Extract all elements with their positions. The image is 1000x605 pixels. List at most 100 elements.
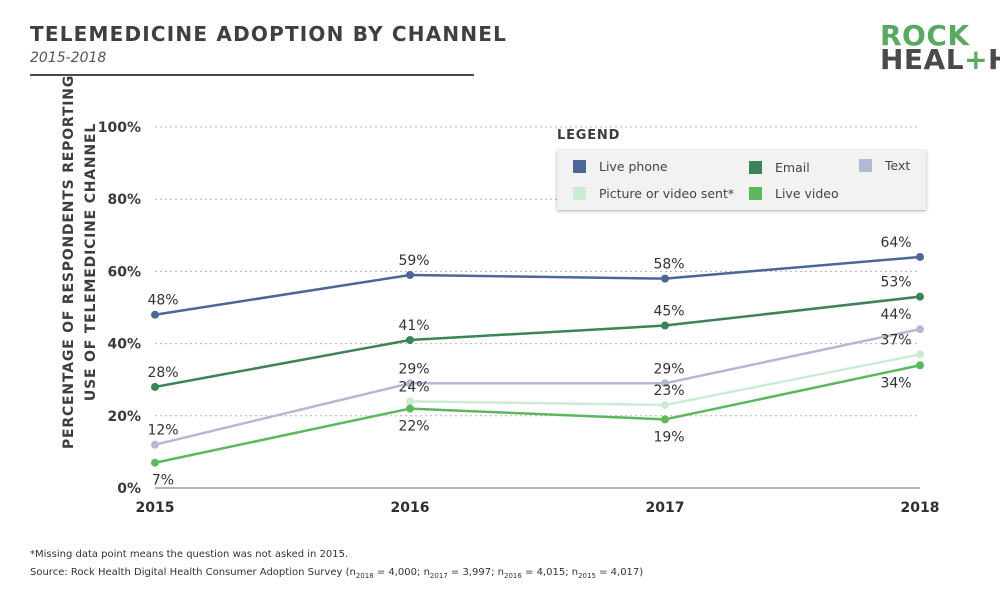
logo-text-a: HEAL — [880, 43, 965, 76]
y-tick-label: 20% — [107, 409, 141, 425]
point-live-phone — [406, 271, 414, 280]
grid-layer — [155, 126, 920, 489]
legend-title: LEGEND — [557, 128, 621, 143]
legend-item-live-phone: Live phone — [573, 159, 668, 174]
data-label-live-phone: 48% — [147, 293, 178, 309]
y-tick-label: 60% — [107, 264, 141, 280]
point-email — [151, 382, 159, 391]
data-label-picture-or-video-sent: 24% — [398, 379, 429, 395]
data-label-live-video: 34% — [880, 375, 911, 391]
logo-text-b: H — [988, 43, 1000, 76]
source-year-2018: 2018 — [355, 572, 374, 580]
source-n: n — [571, 567, 579, 578]
point-email — [661, 321, 669, 330]
logo-plus-icon: + — [964, 43, 989, 76]
y-tick-label: 100% — [98, 120, 141, 136]
series-line-live-video — [154, 364, 921, 464]
data-label-live-phone: 58% — [653, 257, 684, 273]
y-tick-layer: 0% 20% 40% 60% 80% 100% — [98, 120, 141, 497]
legend-label-picture-or-video: Picture or video sent* — [599, 186, 735, 201]
series-line-text — [154, 327, 921, 446]
data-label-live-video: 22% — [398, 419, 429, 435]
data-label-text: 29% — [653, 361, 684, 377]
source-year-2016: 2016 — [504, 572, 522, 580]
point-picture-or-video-sent — [406, 397, 414, 406]
series-layer — [151, 252, 924, 467]
data-label-live-video: 19% — [653, 429, 684, 445]
point-live-video — [406, 404, 414, 413]
x-tick-label: 2016 — [391, 500, 430, 516]
point-live-video — [661, 415, 669, 424]
data-label-email: 28% — [147, 365, 178, 381]
point-text — [151, 440, 159, 449]
source-n: n — [497, 567, 504, 578]
legend-item-live-video: Live video — [749, 186, 839, 201]
source-n: n — [349, 567, 356, 578]
data-label-text: 29% — [398, 361, 429, 377]
data-label-live-phone: 59% — [398, 253, 429, 269]
data-label-live-phone: 64% — [880, 235, 911, 251]
point-text — [916, 325, 924, 334]
legend-swatch-live-phone — [573, 160, 586, 173]
legend-label-live-phone: Live phone — [599, 159, 668, 174]
data-label-text: 44% — [880, 307, 911, 323]
point-email — [406, 335, 414, 344]
y-tick-label: 40% — [107, 337, 141, 353]
title-divider — [30, 74, 474, 76]
legend-item-text: Text — [859, 158, 910, 173]
footnote: *Missing data point means the question w… — [30, 549, 349, 560]
x-tick-label: 2017 — [646, 500, 685, 516]
x-tick-label: 2015 — [136, 500, 175, 516]
data-label-text: 12% — [147, 423, 178, 439]
series-line-live-phone — [154, 255, 921, 316]
rock-health-logo: ROCK HEAL+H — [880, 19, 1000, 74]
x-tick-label: 2018 — [901, 500, 940, 516]
source-n-2016: = 4,015; — [521, 567, 572, 578]
point-picture-or-video-sent — [916, 350, 924, 359]
data-label-email: 53% — [880, 275, 911, 291]
legend-label-email: Email — [775, 160, 810, 175]
page-subtitle: 2015-2018 — [30, 50, 107, 66]
source-n-2018: = 4,000; — [373, 567, 424, 578]
point-text — [406, 379, 414, 388]
point-live-phone — [916, 252, 924, 261]
legend-swatch-email — [749, 161, 762, 174]
series-line-email — [154, 295, 921, 389]
data-label-live-video: 7% — [152, 473, 174, 489]
point-live-phone — [661, 274, 669, 283]
point-live-video — [151, 458, 159, 467]
y-tick-label: 0% — [117, 481, 141, 497]
legend-label-live-video: Live video — [775, 186, 839, 201]
legend-item-email: Email — [749, 160, 810, 175]
logo-line-2: HEAL+H — [880, 46, 1000, 74]
source-prefix: Source: Rock Health Digital Health Consu… — [30, 567, 350, 578]
source-n-2017: = 3,997; — [447, 567, 498, 578]
data-label-email: 41% — [398, 318, 429, 334]
source-n: n — [423, 567, 430, 578]
source-year-2015: 2015 — [578, 572, 596, 580]
point-picture-or-video-sent — [661, 400, 669, 409]
data-label-email: 45% — [653, 304, 684, 320]
legend-swatch-live-video — [749, 187, 762, 200]
legend-swatch-picture-or-video — [573, 187, 586, 200]
data-label-layer: 48% 59% 58% 64% 28% 41% 45% 53% 12% 29% 29% 44% 24% 2… — [147, 235, 911, 489]
legend-label-text: Text — [885, 158, 911, 173]
x-tick-layer: 2015 2016 2017 2018 — [136, 500, 940, 516]
legend-swatch-text — [859, 159, 872, 172]
data-label-picture-or-video-sent: 37% — [880, 332, 911, 348]
page-title: TELEMEDICINE ADOPTION BY CHANNEL — [30, 22, 508, 46]
legend: Live phone Email Text Picture or video s… — [557, 150, 926, 210]
legend-item-picture-or-video: Picture or video sent* — [573, 186, 734, 201]
data-label-picture-or-video-sent: 23% — [653, 383, 684, 399]
point-text — [661, 379, 669, 388]
logo-line-1: ROCK — [880, 19, 970, 52]
point-live-phone — [151, 310, 159, 319]
source-note: Source: Rock Health Digital Health Consu… — [30, 567, 643, 580]
point-email — [916, 292, 924, 301]
point-live-video — [916, 361, 924, 370]
source-n-2015: = 4,017) — [595, 567, 644, 578]
source-year-2017: 2017 — [429, 572, 448, 580]
y-tick-label: 80% — [107, 192, 141, 208]
